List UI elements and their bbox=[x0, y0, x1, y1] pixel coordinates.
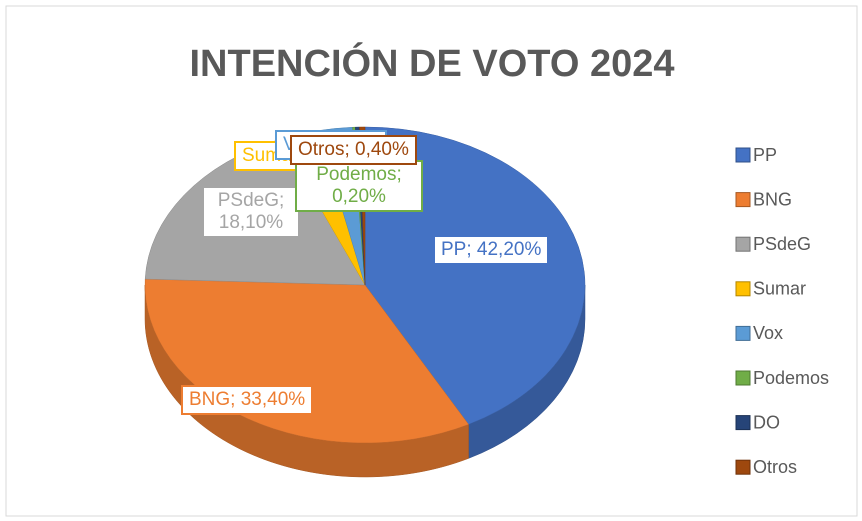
legend-label: BNG bbox=[753, 189, 792, 209]
legend-label: Vox bbox=[753, 323, 783, 343]
chart-title: INTENCIÓN DE VOTO 2024 bbox=[190, 41, 675, 85]
data-label: PSdeG; 18,10% bbox=[202, 186, 300, 238]
legend-label: Otros bbox=[753, 457, 797, 477]
legend-swatch bbox=[735, 415, 751, 431]
data-label: Podemos; 0,20% bbox=[295, 160, 423, 212]
legend-swatch bbox=[735, 281, 751, 297]
data-label: BNG; 33,40% bbox=[181, 385, 314, 415]
legend-swatch bbox=[735, 370, 751, 386]
legend-swatch bbox=[735, 147, 751, 163]
legend-swatch bbox=[735, 459, 751, 475]
legend-swatch bbox=[735, 192, 751, 208]
legend-swatch bbox=[735, 325, 751, 341]
legend-label: Sumar bbox=[753, 279, 806, 299]
legend-label: Podemos bbox=[753, 368, 829, 388]
legend-label: PSdeG bbox=[753, 234, 811, 254]
data-label: Otros; 0,40% bbox=[290, 135, 417, 165]
legend-swatch bbox=[735, 236, 751, 252]
legend-label: PP bbox=[753, 145, 777, 165]
legend-label: DO bbox=[753, 412, 780, 432]
data-label: PP; 42,20% bbox=[433, 235, 550, 265]
